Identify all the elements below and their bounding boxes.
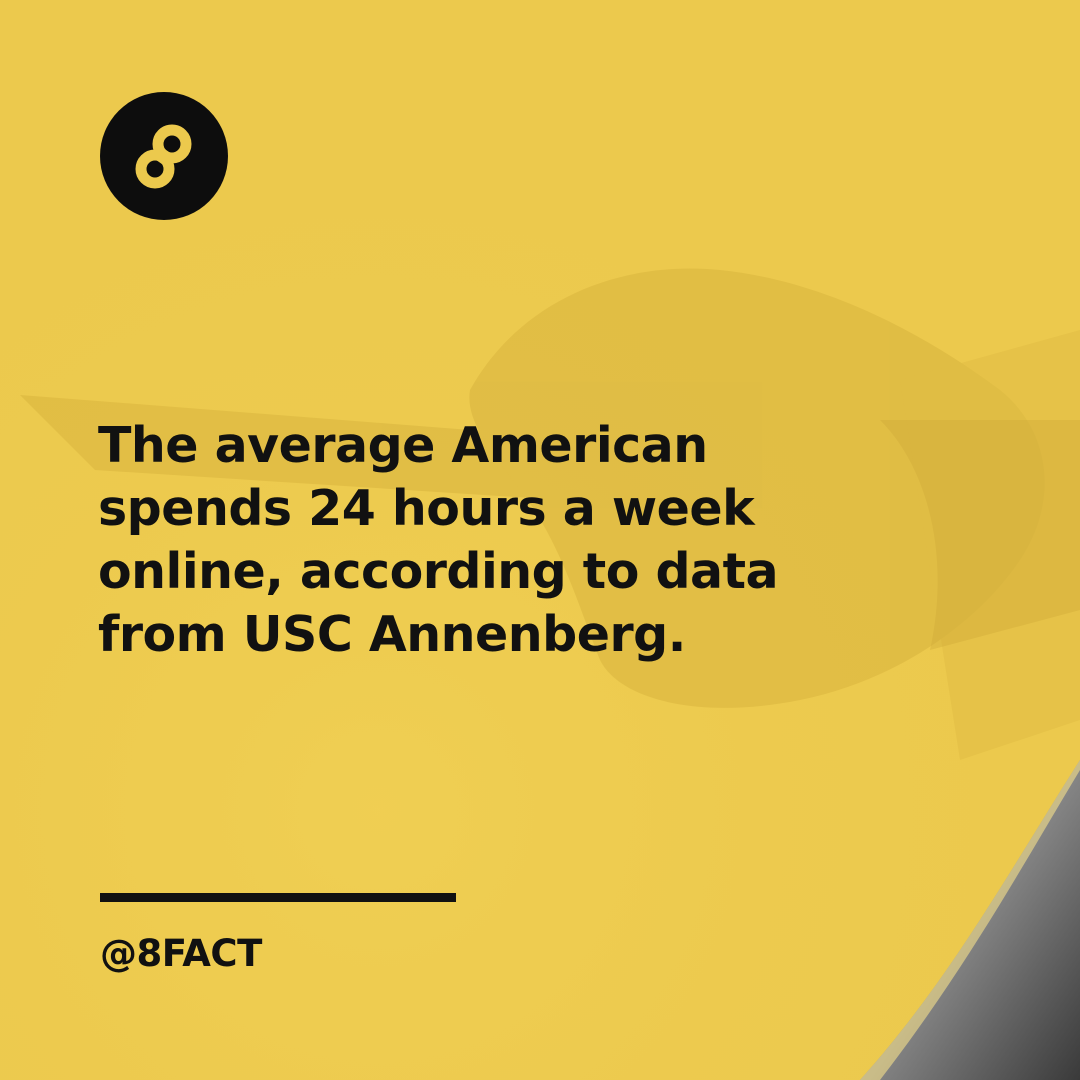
fact-text: The average American spends 24 hours a w…	[98, 417, 779, 663]
corner-shade	[860, 760, 1080, 1080]
social-handle: @8FACT	[100, 932, 262, 975]
hand-silhouette	[20, 268, 1080, 760]
brand-logo	[100, 92, 228, 220]
infinity-eight-icon	[135, 124, 192, 189]
divider	[100, 893, 456, 902]
